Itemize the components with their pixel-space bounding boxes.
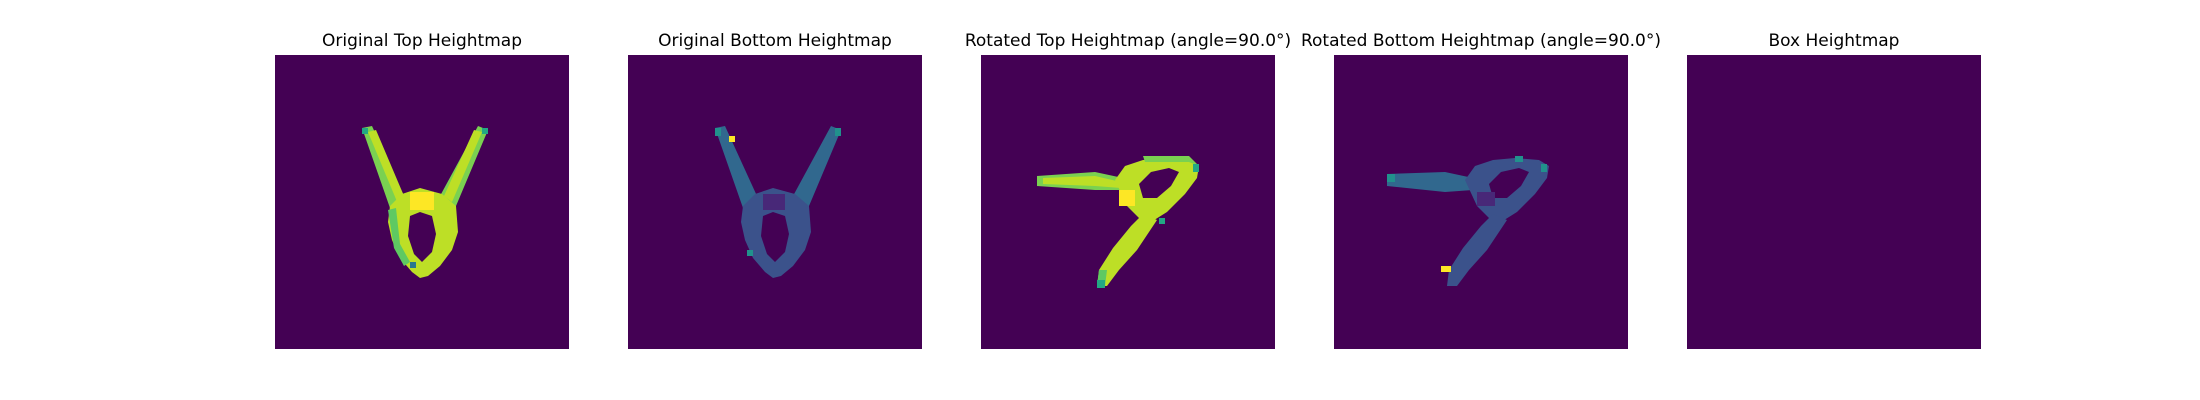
heatmap-edge-pixel [482, 128, 488, 134]
heatmap-region-loop-hole [1139, 168, 1179, 198]
heatmap-object-bottom [715, 126, 841, 278]
panel-original-bottom: Original Bottom Heightmap [628, 31, 922, 349]
heatmap-region-loop-top-edge [1143, 156, 1199, 166]
heatmap-region-center [763, 194, 785, 210]
heatmap-edge-pixel [1541, 164, 1547, 172]
heatmap-object-rotated-bottom [1387, 156, 1549, 286]
heatmap-region-center [1477, 192, 1495, 206]
heatmap-edge-pixel [747, 250, 753, 256]
panel-original-top: Original Top Heightmap [275, 31, 569, 349]
panel-title-rotated-bottom: Rotated Bottom Heightmap (angle=90.0°) [1301, 31, 1661, 51]
heatmap-region-tail [1447, 214, 1507, 286]
panel-box: Box Heightmap [1687, 31, 1981, 349]
heatmap-edge-pixel [362, 128, 368, 134]
heatmap-region-left-arm-inner [368, 130, 404, 204]
heatmap-edge-pixel [1097, 280, 1105, 288]
heatmap-edge-pixel [1387, 174, 1395, 182]
heatmap-region-loop-left-edge [388, 208, 410, 266]
heatmap-region-arm [1387, 172, 1473, 192]
heatmap-region-loop-hole [761, 212, 789, 262]
panel-title-box: Box Heightmap [1769, 31, 1900, 51]
heatmap-region-tail [1097, 214, 1157, 286]
heatmap-hotspot [1441, 266, 1451, 272]
heatmap-edge-pixel [1193, 164, 1199, 172]
heatmap-region-right-arm-inner [444, 130, 482, 202]
panel-rotated-bottom: Rotated Bottom Heightmap (angle=90.0°) [1301, 31, 1661, 349]
heatmap-edge-pixel [410, 262, 416, 268]
heatmap-edge-pixel [1159, 218, 1165, 224]
heatmap-hotspot [729, 136, 735, 142]
heatmap-background [1687, 55, 1981, 349]
heatmap-region-left-arm [715, 126, 757, 210]
panel-title-rotated-top: Rotated Top Heightmap (angle=90.0°) [965, 31, 1291, 51]
heatmap-region-loop-hole [1489, 168, 1529, 198]
heatmap-edge-pixel [715, 128, 721, 136]
panel-title-original-top: Original Top Heightmap [322, 31, 522, 51]
heatmap-region-right-arm [793, 126, 841, 210]
heatmap-object-top [362, 126, 488, 278]
heatmap-region-center-peak [1119, 190, 1135, 206]
heatmap-edge-pixel [835, 128, 841, 136]
heatmap-region-center-peak [410, 192, 434, 210]
heatmap-region-arm-inner [1043, 176, 1121, 188]
heatmap-region-loop-hole [408, 212, 436, 262]
heatmap-object-rotated-top [1037, 156, 1199, 288]
heatmap-edge-pixel [1515, 156, 1523, 162]
panel-rotated-top: Rotated Top Heightmap (angle=90.0°) [965, 31, 1291, 349]
panel-title-original-bottom: Original Bottom Heightmap [658, 31, 892, 51]
